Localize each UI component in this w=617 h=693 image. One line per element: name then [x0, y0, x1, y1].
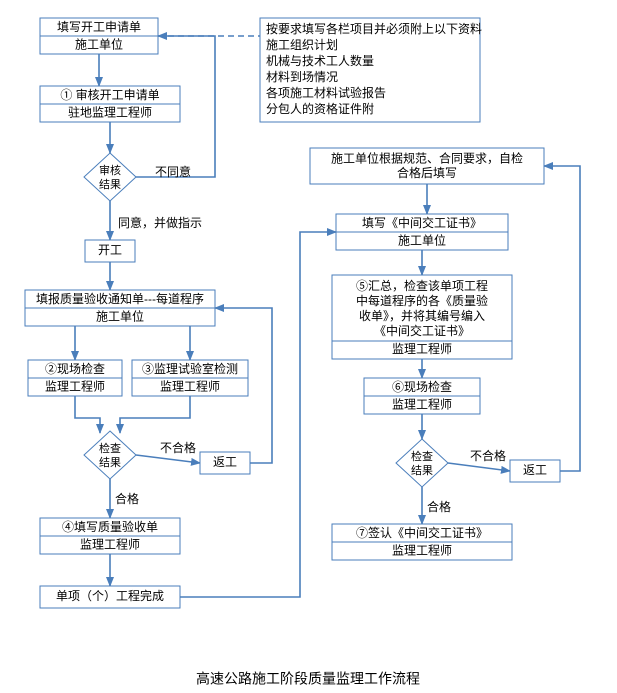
- edge-9: [120, 396, 190, 433]
- label-lbl_hg2: 合格: [427, 499, 451, 514]
- node-n4-line2: 施工单位: [96, 309, 144, 324]
- node-n15-line2: 监理工程师: [392, 543, 452, 558]
- edge-20: [544, 166, 580, 471]
- node-n3-line1: 开工: [98, 243, 122, 257]
- edge-10: [136, 455, 200, 463]
- node-n2-line1: ① 审核开工申请单: [60, 87, 159, 102]
- node-n10-line1: 施工单位根据规范、合同要求，自检: [331, 151, 523, 166]
- label-lbl_bhg1: 不合格: [160, 440, 196, 455]
- memo-line-0: 按要求填写各栏项目并必须附上以下资料: [266, 21, 482, 36]
- node-n13-line1: ⑥现场检查: [392, 379, 452, 394]
- label-lbl_hg1: 合格: [115, 491, 139, 506]
- node-n6-line1: ③监理试验室检测: [142, 361, 238, 376]
- edge-8: [75, 396, 100, 433]
- node-d3-l2: 结果: [411, 464, 433, 477]
- node-d1-l2: 结果: [99, 178, 121, 191]
- node-n11-line1: 填写《中间交工证书》: [362, 215, 482, 230]
- node-n2-line2: 驻地监理工程师: [68, 105, 152, 120]
- node-n13-line2: 监理工程师: [392, 397, 452, 412]
- memo-line-1: 施工组织计划: [266, 38, 338, 52]
- node-n11-line2: 施工单位: [398, 233, 446, 248]
- node-n12-sub: 监理工程师: [392, 341, 452, 356]
- node-n5-line2: 监理工程师: [45, 379, 105, 394]
- node-d1-l1: 审核: [99, 163, 121, 177]
- node-n10-line2: 合格后填写: [397, 165, 457, 180]
- node-n15-line1: ⑦签认《中间交工证书》: [356, 525, 488, 540]
- node-n4-line1: 填报质量验收通知单---每道程序: [36, 291, 204, 306]
- node-d2: [84, 431, 136, 479]
- node-d1: [84, 153, 136, 201]
- node-d2-l1: 检查: [99, 441, 121, 455]
- node-n1-line1: 填写开工申请单: [57, 20, 141, 34]
- node-n14-line1: 返工: [523, 463, 547, 477]
- label-lbl_bhg2: 不合格: [470, 448, 506, 463]
- node-n12-ln3: 《中间交工证书》: [374, 323, 470, 338]
- node-d3: [396, 439, 448, 487]
- node-n12-ln0: ⑤汇总，检查该单项工程: [356, 278, 488, 293]
- node-n1-line2: 施工单位: [75, 37, 123, 52]
- node-n5-line1: ②现场检查: [45, 361, 105, 376]
- memo-line-5: 分包人的资格证件附: [266, 101, 374, 116]
- node-d3-l1: 检查: [411, 449, 433, 463]
- label-lbl_bty: 不同意: [155, 164, 191, 179]
- node-n12-ln2: 收单》，并将其编号编入: [359, 308, 485, 323]
- memo-line-3: 材料到场情况: [266, 70, 338, 84]
- node-n8-line2: 监理工程师: [80, 537, 140, 552]
- caption: 高速公路施工阶段质量监理工作流程: [196, 671, 420, 687]
- node-n6-line2: 监理工程师: [160, 379, 220, 394]
- edge-14: [180, 232, 336, 597]
- memo-line-2: 机械与技术工人数量: [266, 53, 374, 68]
- flowchart-canvas: 填写开工申请单施工单位按要求填写各栏项目并必须附上以下资料施工组织计划机械与技术…: [0, 0, 617, 693]
- node-n7-line1: 返工: [213, 455, 237, 469]
- memo-line-4: 各项施工材料试验报告: [266, 85, 386, 100]
- label-lbl_ty: 同意，并做指示: [118, 215, 202, 230]
- node-n9-line1: 单项（个）工程完成: [56, 588, 164, 603]
- edge-19: [448, 463, 510, 471]
- node-n12-ln1: 中每道程序的各《质量验: [356, 293, 488, 308]
- node-d2-l2: 结果: [99, 456, 121, 469]
- node-n8-line1: ④填写质量验收单: [62, 519, 158, 534]
